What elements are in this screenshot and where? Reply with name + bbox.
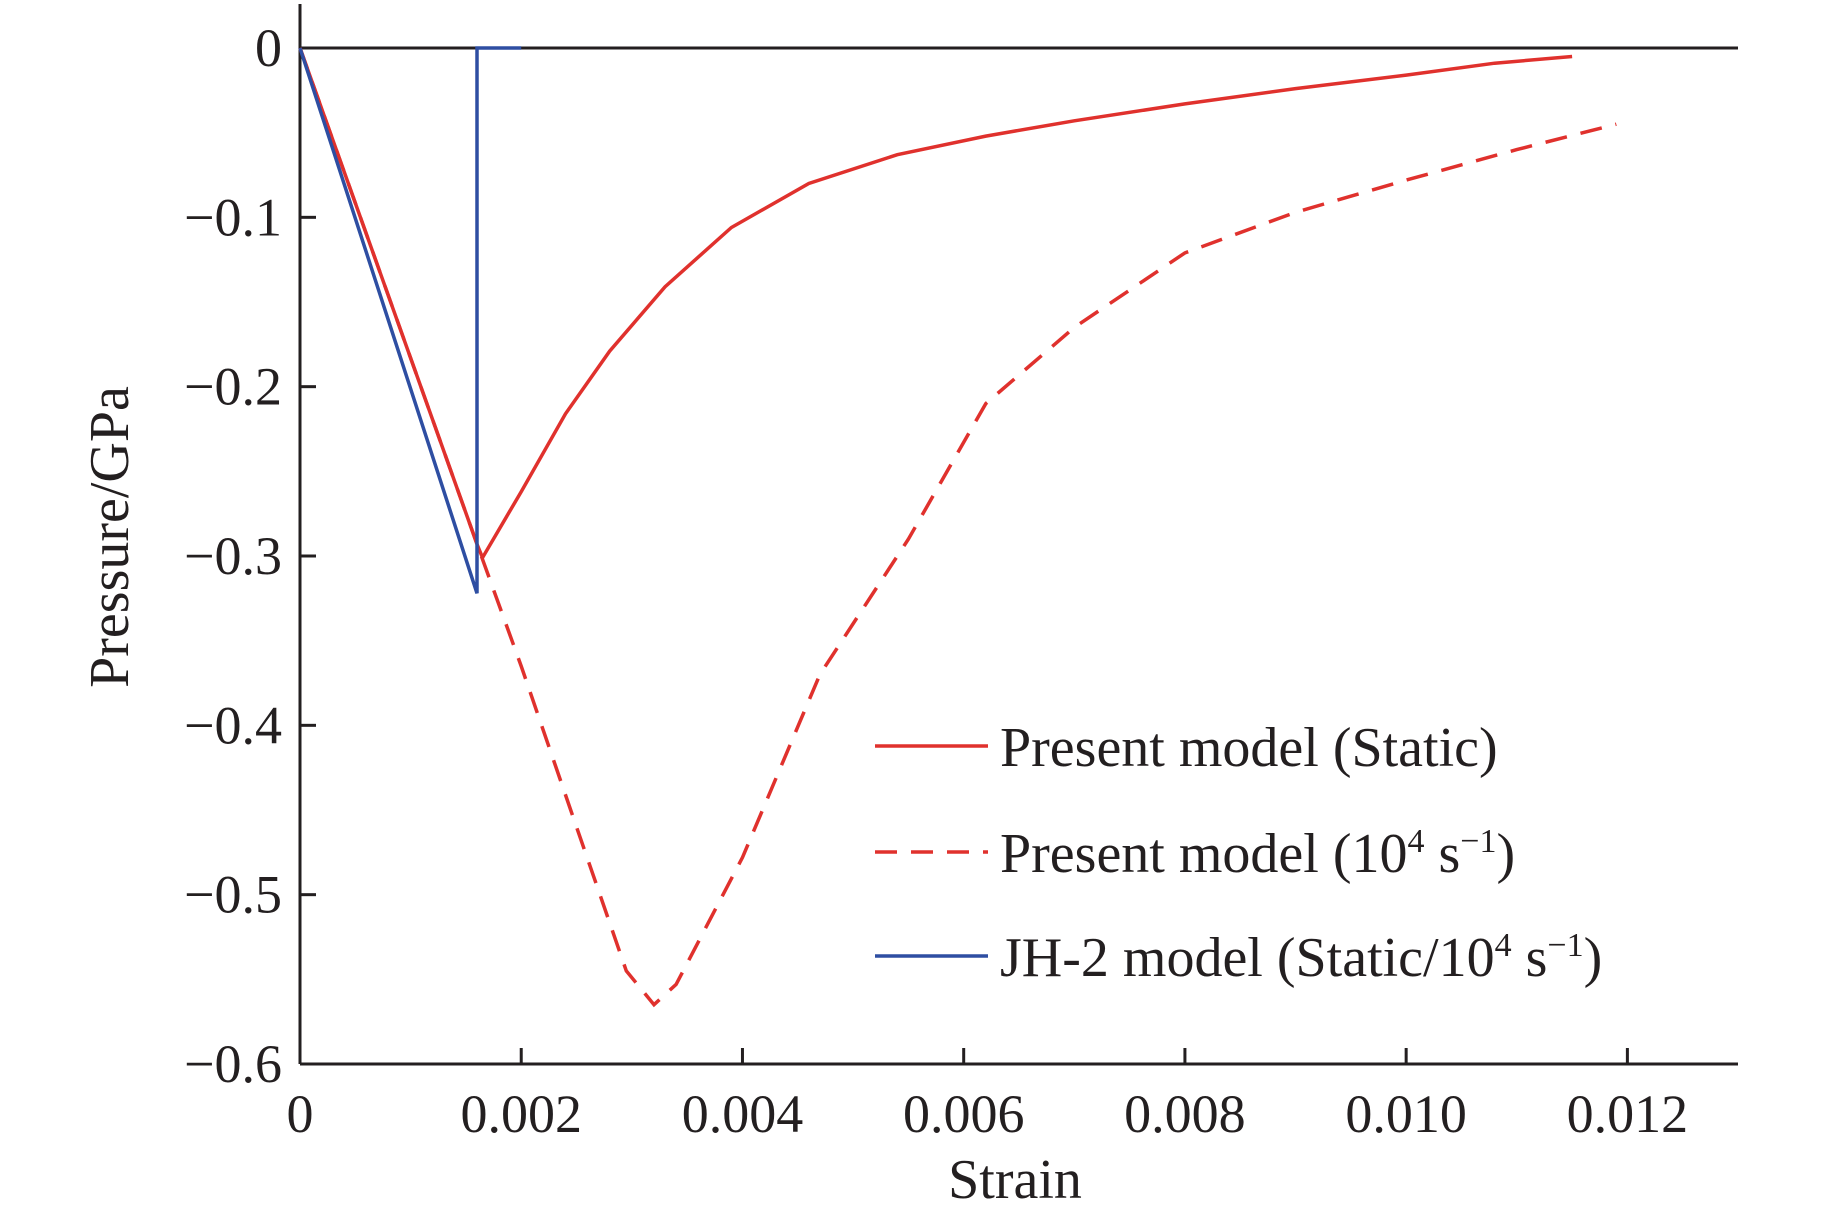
y-tick-label: −0.2 [184,357,282,417]
legend-jh2-mid: s [1512,927,1548,989]
legend-dynamic-main: Present model (10 [1000,823,1407,885]
y-tick-label: −0.1 [184,187,282,247]
y-axis-title: Pressure/GPa [79,386,141,688]
series-layer [298,46,1617,1008]
legend-jh2-sup: 4 [1495,927,1512,964]
ticks-layer: 0 0.002 0.004 0.006 0.008 0.010 0.012 0 −0.1 −0.2… [184,18,1688,1144]
series-line-present-dynamic [298,47,1617,1008]
legend-label-dynamic: Present model (104 s−1) [1000,823,1515,885]
y-tick-label: −0.6 [184,1034,282,1094]
y-tick-label: −0.3 [184,526,282,586]
x-tick-label: 0.002 [460,1084,582,1144]
axes [298,4,1738,1066]
legend-jh2-main: JH-2 model (Static/10 [1000,927,1495,989]
legend: Present model (Static) Present model (10… [875,717,1602,989]
series-line-present-static [298,47,1573,562]
x-tick-label: 0.010 [1345,1084,1467,1144]
x-tick-label: 0 [287,1084,314,1144]
legend-jh2-end: ) [1584,927,1603,989]
legend-jh2-sup2: −1 [1547,927,1583,964]
legend-label-static: Present model (Static) [1000,717,1498,779]
x-tick-label: 0.004 [682,1084,804,1144]
x-tick-label: 0.012 [1567,1084,1689,1144]
y-tick-label: 0 [255,18,282,78]
x-tick-label: 0.008 [1124,1084,1246,1144]
x-tick-label: 0.006 [903,1084,1025,1144]
legend-label-jh2: JH-2 model (Static/104 s−1) [1000,927,1602,989]
y-tick-label: −0.4 [184,695,282,755]
y-tick-label: −0.5 [184,865,282,925]
legend-dynamic-sup2: −1 [1460,823,1496,860]
series-line-jh2 [298,46,522,594]
legend-dynamic-mid: s [1424,823,1460,885]
legend-dynamic-sup: 4 [1407,823,1424,860]
legend-dynamic-end: ) [1496,823,1515,885]
x-axis-title: Strain [948,1149,1082,1211]
